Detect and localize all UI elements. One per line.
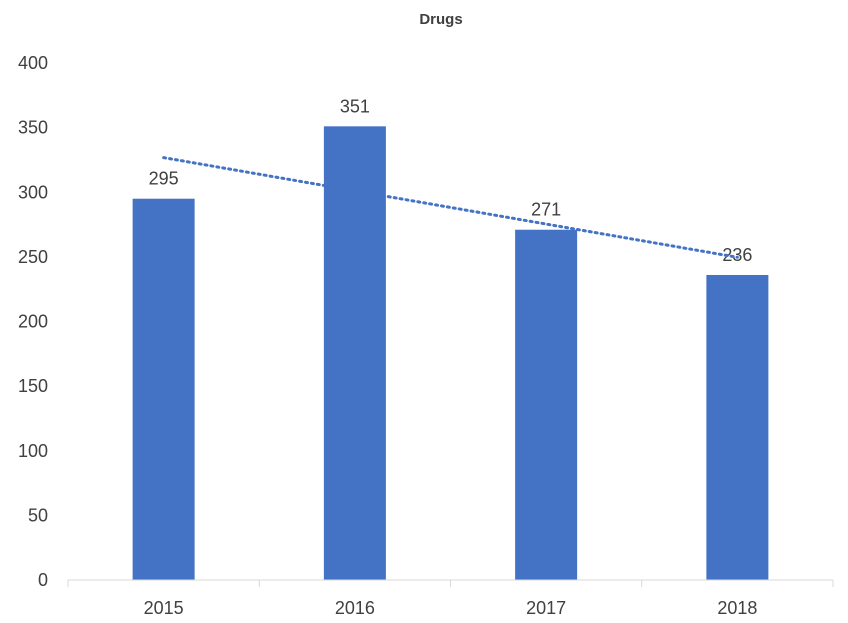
x-tick-label: 2018	[717, 598, 757, 618]
y-tick-label: 250	[18, 247, 48, 267]
x-tick-label: 2015	[144, 598, 184, 618]
y-tick-label: 50	[28, 505, 48, 525]
y-tick-label: 200	[18, 312, 48, 332]
data-labels: 295 351 271 236	[149, 96, 753, 265]
data-label: 236	[722, 245, 752, 265]
chart-title: Drugs	[419, 11, 462, 28]
bar-series	[132, 126, 769, 581]
y-tick-label: 300	[18, 182, 48, 202]
bar	[323, 126, 386, 581]
data-label: 295	[149, 169, 179, 189]
x-tick-label: 2016	[335, 598, 375, 618]
y-tick-label: 0	[38, 570, 48, 590]
data-label: 351	[340, 96, 370, 116]
y-tick-label: 150	[18, 376, 48, 396]
bar	[515, 229, 578, 581]
x-axis: 2015 2016 2017 2018	[67, 579, 834, 618]
y-tick-label: 350	[18, 118, 48, 138]
bar	[706, 274, 769, 580]
trendline	[162, 156, 739, 259]
data-label: 271	[531, 200, 561, 220]
bar	[132, 198, 195, 580]
y-tick-label: 100	[18, 441, 48, 461]
y-axis: 0 50 100 150 200 250 300 350 400	[18, 53, 48, 590]
x-tick-label: 2017	[526, 598, 566, 618]
trendline-line	[162, 156, 739, 259]
y-tick-label: 400	[18, 53, 48, 73]
